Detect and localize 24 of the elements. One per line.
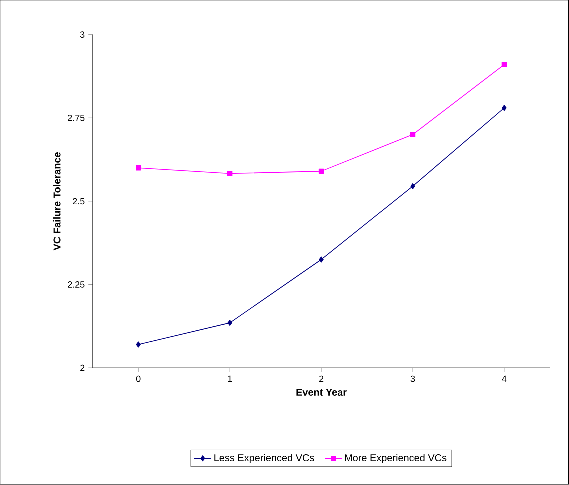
point [228,320,232,326]
point [502,62,508,68]
y-tick-label: 2.5 [73,198,85,205]
point [318,168,324,174]
point [227,171,233,176]
y-tick-label: 2 [80,364,85,372]
y-axis-title: VC Failure Tolerance [53,152,61,251]
legend-label: Less Experienced VCs [214,454,314,464]
point [502,105,507,112]
point [410,183,416,190]
point [136,166,142,171]
legend-label: More Experienced VCs [345,454,447,464]
x-tick-label: 4 [502,376,507,382]
y-tick-label: 3 [80,32,85,38]
point [410,132,416,138]
x-tick-label: 1 [228,376,232,382]
x-tick-label: 2 [319,376,324,382]
y-tick-label: 2.75 [68,114,85,122]
x-tick-label: 0 [136,376,141,382]
y-tick-label: 2.25 [68,282,85,288]
point [136,342,141,348]
x-tick-label: 3 [410,376,416,382]
point [319,256,324,263]
x-axis-title: Event Year [296,389,347,396]
